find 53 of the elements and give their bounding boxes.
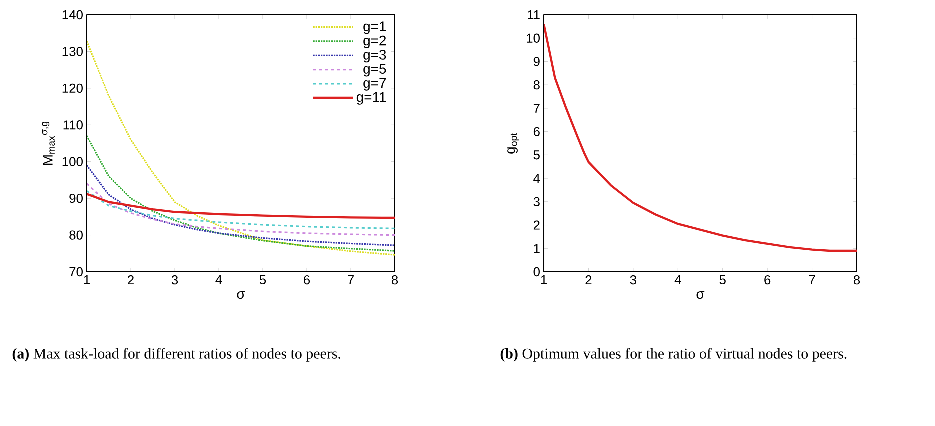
y-tick-label: 4 [534,174,540,183]
y-axis-title: g$_{opt}$ [508,133,520,154]
x-tick-label: 3 [630,276,636,285]
legend-label: g=5 [364,64,386,77]
y-tick-label: 70 [70,267,83,277]
y-tick-label: 8 [534,80,540,90]
y-tick-label: 90 [70,194,83,204]
y-tick-label: 6 [534,127,540,136]
y-tick-label: 3 [534,197,540,206]
y-tick-label: 5 [534,150,540,160]
legend-label: g=7 [364,78,386,91]
y-tick-label: 0 [534,267,540,277]
y-tick-label: 9 [534,57,540,66]
y-tick-label: 140 [62,10,83,20]
legend-label: g=11 [356,92,386,105]
y-tick-label: 1 [534,244,540,254]
line-series [87,135,395,252]
y-axis-title: M$_{max}$σ,g [42,122,56,165]
x-tick-label: 1 [541,276,547,284]
y-tick-label: 130 [62,47,83,56]
x-tick-label: 2 [128,276,134,285]
y-tick-label: 120 [62,84,83,94]
text: (b) Optimum values for the ratio of virtual nodes to peers. [500,348,847,362]
x-tick-label: 4 [216,276,222,284]
x-tick-label: 2 [586,276,592,285]
x-tick-label: 7 [809,276,816,284]
x-tick-label: 4 [674,276,682,284]
x-tick-label: 3 [172,276,178,285]
legend-label: g=3 [364,50,386,63]
line-series [87,183,395,236]
y-tick-label: 110 [64,120,83,130]
line-series [87,164,395,246]
legend-label: g=2 [364,36,386,48]
y-tick-label: 11 [528,10,540,20]
x-axis-title: σ [696,292,705,300]
x-tick-label: 5 [260,276,266,285]
line-series [87,190,395,230]
x-tick-label: 5 [720,276,726,285]
y-tick-label: 7 [534,104,540,113]
legend-label: g=1 [364,22,386,34]
x-tick-label: 7 [348,276,354,284]
line-series [544,23,857,252]
x-tick-label: 1 [84,276,90,284]
x-tick-label: 8 [854,276,860,285]
x-tick-label: 8 [392,276,398,285]
x-tick-label: 6 [764,276,771,285]
y-tick-label: 80 [70,230,83,240]
y-tick-label: 10 [527,34,540,43]
text: (a) Max task-load for different ratios of nodes to peers. [12,348,340,362]
y-tick-label: 2 [534,220,540,230]
y-tick-label: 100 [62,157,83,166]
x-tick-label: 6 [304,276,310,285]
x-axis-title: σ [237,292,246,300]
